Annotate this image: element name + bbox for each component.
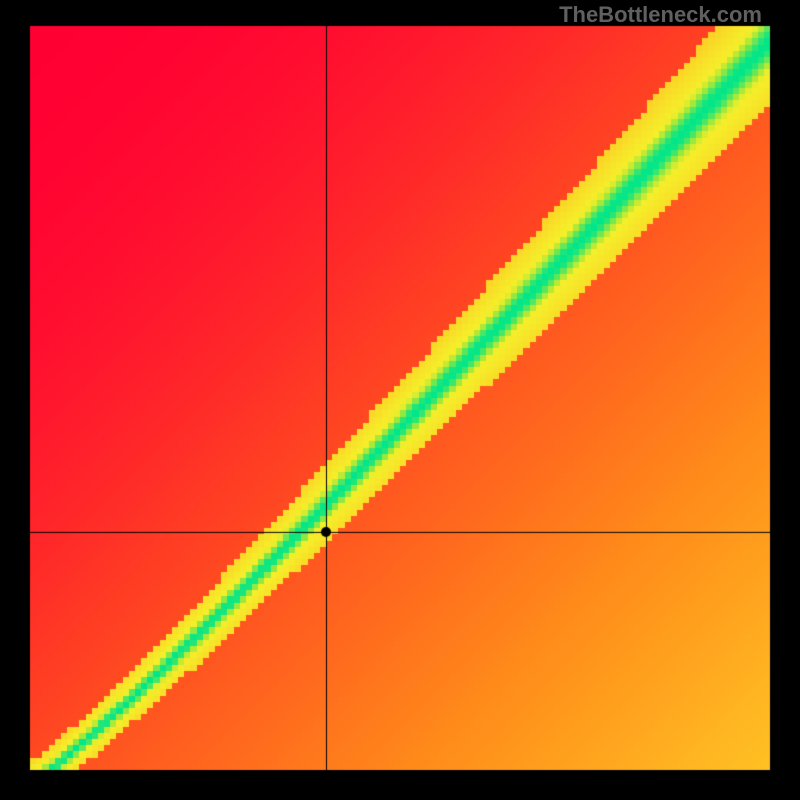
chart-container: TheBottleneck.com [0,0,800,800]
bottleneck-heatmap-canvas [0,0,800,800]
